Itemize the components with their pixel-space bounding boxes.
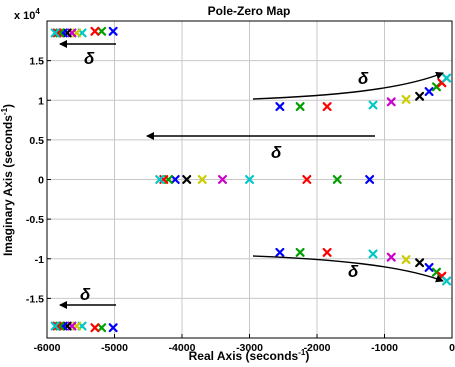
pole-marker	[182, 175, 192, 184]
axis-ticks: -6000 -5000 -4000 -3000 -2000 -1000 0 -1.5 -1 -0.…	[26, 56, 455, 354]
pole-marker	[97, 323, 107, 333]
pole-marker	[322, 102, 332, 112]
delta-arrow-upper-curve	[252, 71, 444, 100]
pole-marker	[50, 28, 60, 38]
y-tick-label: -1	[35, 254, 44, 266]
pole-marker	[295, 247, 305, 257]
delta-label-top-left: δ	[84, 49, 95, 68]
y-tick-label: -0.5	[26, 214, 44, 226]
y-axis-label: Imaginary Axis (seconds-1)	[0, 104, 15, 256]
y-tick-label: -1.5	[26, 293, 44, 305]
pole-marker	[386, 97, 396, 107]
pole-marker	[155, 175, 165, 184]
pole-marker	[415, 258, 425, 268]
pole-marker	[386, 252, 396, 262]
pole-marker	[332, 175, 342, 184]
pole-marker	[170, 175, 180, 184]
pole-marker	[442, 73, 452, 83]
pole-marker	[90, 323, 100, 333]
pole-marker	[365, 175, 375, 184]
pole-markers	[50, 26, 452, 333]
y-tick-label: 1.5	[29, 56, 44, 68]
x-tick-label: -5000	[101, 342, 128, 354]
pole-marker	[302, 175, 312, 184]
pole-marker	[52, 321, 62, 331]
y-tick-label: 1	[38, 95, 44, 107]
pole-marker	[368, 249, 378, 259]
x-tick-label: 0	[449, 342, 455, 354]
chart-title: Pole-Zero Map	[208, 4, 291, 18]
pole-marker	[295, 102, 305, 112]
x-tick-label: -3000	[236, 342, 263, 354]
pole-marker	[401, 94, 411, 104]
pole-marker	[275, 102, 285, 112]
x-tick-label: -1000	[371, 342, 398, 354]
pole-marker	[275, 247, 285, 257]
pole-marker	[401, 255, 411, 265]
delta-label-middle: δ	[271, 143, 282, 162]
delta-label-upper-curve: δ	[358, 69, 369, 88]
pole-marker	[368, 100, 378, 110]
x-tick-label: -6000	[34, 342, 61, 354]
pole-marker	[245, 175, 254, 184]
x-tick-label: -4000	[169, 342, 196, 354]
y-exponent-label: x 104	[14, 7, 40, 22]
pole-marker	[415, 91, 425, 101]
x-tick-label: -2000	[304, 342, 331, 354]
pole-marker	[52, 28, 62, 38]
pole-marker	[442, 276, 452, 286]
pole-marker	[90, 26, 100, 36]
x-axis-label: Real Axis (seconds-1)	[189, 348, 310, 363]
pole-marker	[218, 175, 227, 184]
pole-marker	[50, 321, 60, 331]
pole-marker	[108, 323, 118, 333]
y-tick-label: 0	[38, 175, 44, 187]
pole-marker	[97, 26, 107, 36]
pole-marker	[108, 26, 118, 36]
delta-label-lower-curve: δ	[348, 262, 359, 281]
delta-label-bottom-left: δ	[80, 285, 91, 304]
pole-marker	[424, 262, 434, 272]
pole-marker	[322, 247, 332, 257]
delta-annotations: δ δ δ δ δ	[59, 40, 444, 309]
pole-marker	[424, 87, 434, 97]
pole-marker	[197, 175, 207, 184]
delta-arrow-lower-curve	[252, 255, 444, 283]
y-tick-label: 0.5	[29, 135, 44, 147]
